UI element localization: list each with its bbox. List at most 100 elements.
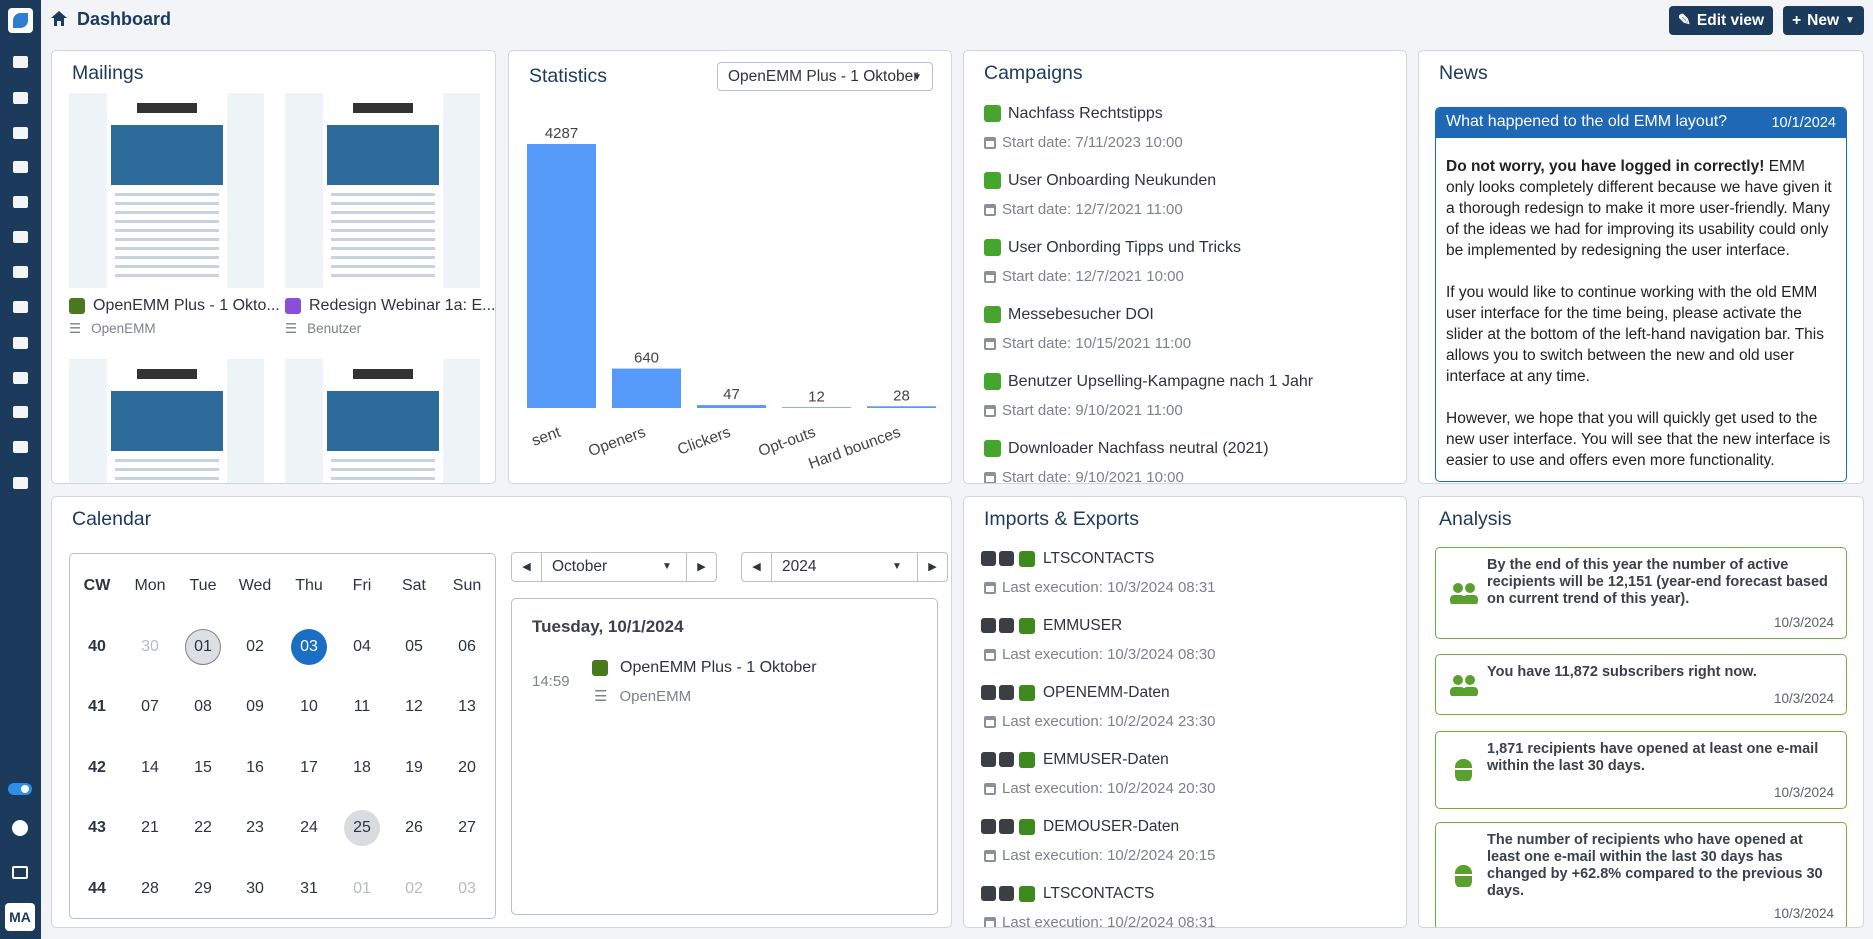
import-name[interactable]: LTSCONTACTS <box>981 885 1406 903</box>
nav-icon[interactable] <box>13 372 28 384</box>
nav-icon[interactable] <box>13 196 28 208</box>
nav-icon[interactable] <box>13 477 28 489</box>
help-icon[interactable] <box>12 820 28 836</box>
nav-icon[interactable] <box>13 231 28 243</box>
bar <box>527 144 596 408</box>
calendar-day[interactable]: 26 <box>405 819 423 836</box>
mailing-thumbnail[interactable] <box>285 93 480 288</box>
calendar-day[interactable]: 27 <box>458 819 476 836</box>
import-last-text: Last execution: 10/2/2024 08:31 <box>1002 914 1216 928</box>
prev-year[interactable]: ◀ <box>742 553 772 581</box>
nav-icon[interactable] <box>13 337 28 349</box>
calendar-day[interactable]: 06 <box>458 638 476 655</box>
calendar-day[interactable]: 04 <box>353 638 371 655</box>
icon-shape <box>1453 674 1463 685</box>
nav-icon[interactable] <box>13 92 28 104</box>
nav-icon[interactable] <box>13 127 28 139</box>
calendar-day[interactable]: 30 <box>246 880 264 897</box>
import-last: Last execution: 10/3/2024 08:31 <box>984 579 1406 596</box>
layout-toggle[interactable] <box>8 783 32 795</box>
bar-category-label: sent <box>530 424 564 450</box>
calendar-day[interactable]: 21 <box>141 819 159 836</box>
calendar-day[interactable]: 12 <box>405 698 423 715</box>
calendar-day[interactable]: 30 <box>141 638 159 655</box>
nav-icon[interactable] <box>13 56 28 68</box>
nav-icon[interactable] <box>13 161 28 173</box>
edit-view-button[interactable]: ✎ Edit view <box>1669 6 1773 35</box>
calendar-day[interactable]: 16 <box>246 759 264 776</box>
campaign-name[interactable]: Benutzer Upselling-Kampagne nach 1 Jahr <box>984 373 1406 391</box>
panel-title: Imports & Exports <box>984 508 1139 530</box>
calendar-day[interactable]: 10 <box>300 698 318 715</box>
import-name[interactable]: DEMOUSER-Daten <box>981 818 1406 836</box>
campaign-name[interactable]: User Onboarding Neukunden <box>984 172 1406 190</box>
calendar-day[interactable]: 03 <box>291 629 327 665</box>
logo[interactable] <box>8 8 33 33</box>
calendar-day[interactable]: 08 <box>194 698 212 715</box>
calendar-day[interactable]: 19 <box>405 759 423 776</box>
campaigns-panel: Campaigns Nachfass Rechtstipps Start date… <box>963 50 1407 484</box>
month-value[interactable]: October <box>552 558 608 575</box>
import-name[interactable]: EMMUSER <box>981 617 1406 635</box>
import-name[interactable]: OPENEMM-Daten <box>981 684 1406 702</box>
import-last-text: Last execution: 10/3/2024 08:31 <box>1002 579 1216 596</box>
nav-icon[interactable] <box>13 301 28 313</box>
calendar-day[interactable]: 11 <box>353 698 371 715</box>
calendar-day[interactable]: 01 <box>353 880 371 897</box>
calendar-day[interactable]: 02 <box>405 880 423 897</box>
mailing-name[interactable]: Redesign Webinar 1a: E... <box>285 297 495 315</box>
import-type-icon <box>981 752 996 768</box>
year-value[interactable]: 2024 <box>782 558 817 575</box>
calendar-day[interactable]: 13 <box>458 698 476 715</box>
prev-month[interactable]: ◀ <box>512 553 542 581</box>
logout-icon[interactable] <box>12 866 28 879</box>
mailing-name[interactable]: OpenEMM Plus - 1 Okto... <box>69 297 280 315</box>
calendar-day[interactable]: 07 <box>141 698 159 715</box>
calendar-day[interactable]: 20 <box>458 759 476 776</box>
campaign-name[interactable]: Downloader Nachfass neutral (2021) <box>984 440 1406 458</box>
calendar-day[interactable]: 29 <box>194 880 212 897</box>
calendar-day[interactable]: 02 <box>246 638 264 655</box>
next-year[interactable]: ▶ <box>917 553 947 581</box>
mailing-select[interactable]: OpenEMM Plus - 1 Oktober ▼ <box>717 62 933 91</box>
thumb-line <box>115 238 219 241</box>
calendar-day[interactable]: 31 <box>300 880 318 897</box>
calendar-day[interactable]: 15 <box>194 759 212 776</box>
calendar-icon <box>984 338 996 351</box>
calendar-day[interactable]: 22 <box>194 819 212 836</box>
calendar-day[interactable]: 18 <box>353 759 371 776</box>
campaign-name[interactable]: User Onbording Tipps und Tricks <box>984 239 1406 257</box>
mailing-thumbnail[interactable] <box>285 359 480 483</box>
import-last-text: Last execution: 10/2/2024 20:15 <box>1002 847 1216 864</box>
nav-icon[interactable] <box>13 406 28 418</box>
nav-icon[interactable] <box>13 441 28 453</box>
campaign-start-text: Start date: 10/15/2021 11:00 <box>1002 335 1192 352</box>
calendar-day[interactable]: 23 <box>246 819 264 836</box>
campaign-name[interactable]: Messebesucher DOI <box>984 306 1406 324</box>
import-name[interactable]: EMMUSER-Daten <box>981 751 1406 769</box>
calendar-day[interactable]: 17 <box>300 759 318 776</box>
calendar-day[interactable]: 05 <box>405 638 423 655</box>
user-avatar[interactable]: MA <box>5 903 35 931</box>
mailing-thumbnail[interactable] <box>69 93 264 288</box>
status-icon <box>1019 550 1035 567</box>
import-name[interactable]: LTSCONTACTS <box>981 550 1406 568</box>
calendar-day[interactable]: 03 <box>458 880 476 897</box>
thumb-line <box>115 229 219 232</box>
next-month[interactable]: ▶ <box>686 553 716 581</box>
nav-icon[interactable] <box>13 266 28 278</box>
mailing-name-text: Redesign Webinar 1a: E... <box>309 297 496 314</box>
mailing-thumbnail[interactable] <box>69 359 264 483</box>
campaign-name[interactable]: Nachfass Rechtstipps <box>984 105 1406 123</box>
import-name-text: LTSCONTACTS <box>1043 550 1155 567</box>
agenda-mailing[interactable]: OpenEMM Plus - 1 Oktober <box>592 659 817 677</box>
new-button[interactable]: + New ▼ <box>1783 6 1864 35</box>
calendar-day[interactable]: 01 <box>185 629 221 665</box>
sidebar: MA <box>0 0 41 939</box>
calendar-day[interactable]: 25 <box>344 810 380 846</box>
calendar-day[interactable]: 09 <box>246 698 264 715</box>
calendar-day[interactable]: 24 <box>300 819 318 836</box>
calendar-day[interactable]: 14 <box>141 759 159 776</box>
calendar-day[interactable]: 28 <box>141 880 159 897</box>
